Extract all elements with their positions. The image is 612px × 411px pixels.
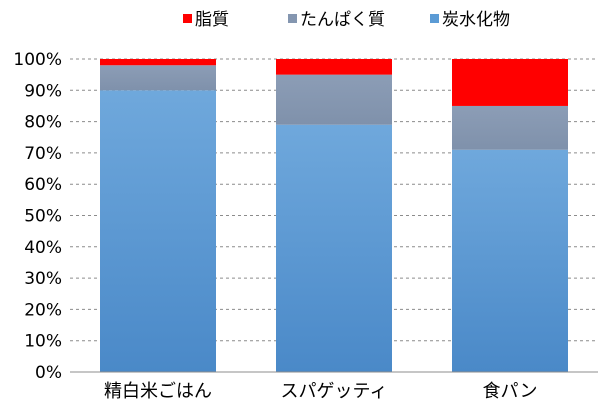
y-tick-label: 30%	[24, 269, 62, 289]
bar-carbohydrate	[452, 149, 568, 372]
y-tick-label: 80%	[24, 113, 62, 133]
x-tick-label: 食パン	[483, 381, 538, 402]
y-tick-label: 20%	[24, 300, 62, 320]
legend-swatch	[183, 14, 192, 23]
y-tick-label: 10%	[24, 332, 62, 352]
legend: 脂質 たんぱく質 炭水化物	[183, 10, 510, 30]
legend-item: 脂質	[183, 10, 229, 30]
x-tick-label: 精白米ごはん	[104, 381, 212, 402]
bar-protein	[100, 65, 216, 91]
y-tick-label: 40%	[24, 238, 62, 258]
bar-protein	[276, 74, 392, 125]
x-tick-label: スパゲッティ	[281, 381, 388, 402]
y-tick-label: 100%	[13, 50, 62, 70]
y-tick-label: 60%	[24, 175, 62, 195]
bar-carbohydrate	[100, 90, 216, 373]
legend-item: 炭水化物	[430, 10, 510, 30]
y-axis: 0% 10% 20% 30% 40% 50% 60% 70% 80% 90% 100%	[13, 50, 62, 383]
legend-label: 炭水化物	[442, 10, 510, 30]
y-tick-label: 0%	[35, 363, 62, 383]
legend-label: たんぱく質	[300, 10, 385, 30]
bar-carbohydrate	[276, 124, 392, 372]
legend-swatch	[430, 14, 439, 23]
y-tick-label: 90%	[24, 81, 62, 101]
x-axis: 精白米ごはん スパゲッティ 食パン	[70, 371, 598, 402]
y-tick-label: 50%	[24, 207, 62, 227]
legend-label: 脂質	[195, 10, 229, 30]
legend-swatch	[288, 14, 297, 23]
bar-fat	[276, 59, 392, 75]
y-tick-label: 70%	[24, 144, 62, 164]
bars	[100, 59, 568, 373]
bar-protein	[452, 105, 568, 150]
bar-fat	[100, 59, 216, 66]
legend-item: たんぱく質	[288, 10, 385, 30]
bar-fat	[452, 59, 568, 106]
